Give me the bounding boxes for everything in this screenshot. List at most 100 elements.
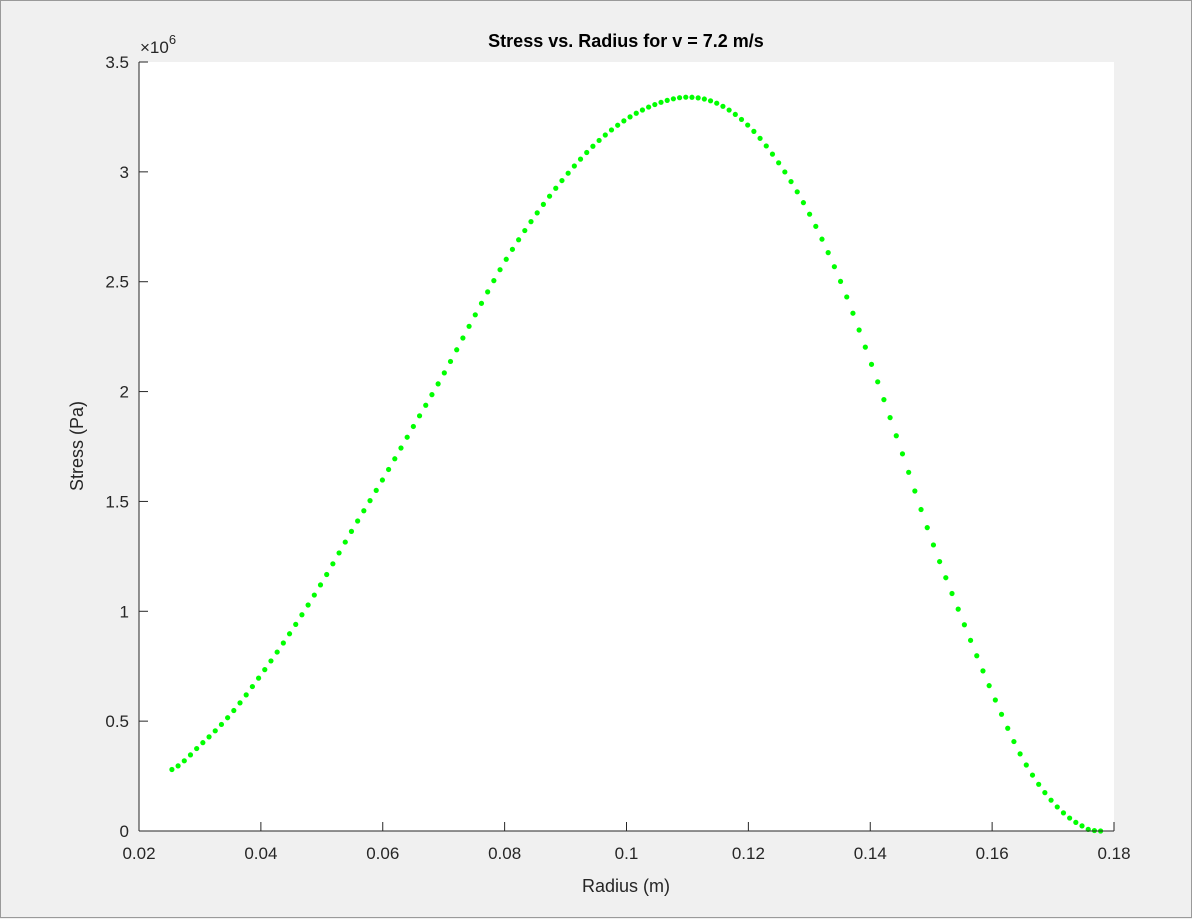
x-tick-label: 0.18 — [1097, 844, 1130, 863]
y-tick-label: 3 — [120, 163, 129, 182]
data-point — [280, 640, 286, 646]
data-point — [268, 658, 274, 664]
data-point — [831, 264, 837, 270]
data-point — [930, 542, 937, 548]
x-tick-label: 0.16 — [976, 844, 1009, 863]
data-point — [423, 402, 429, 408]
data-point — [881, 397, 887, 403]
data-point — [782, 169, 788, 175]
data-point — [243, 692, 249, 698]
data-point — [546, 193, 553, 199]
data-point — [528, 219, 534, 225]
data-point — [410, 423, 416, 430]
data-point — [906, 469, 912, 475]
data-point — [212, 728, 218, 734]
data-point — [776, 160, 782, 166]
data-point — [689, 94, 695, 100]
data-point — [844, 294, 850, 300]
x-tick-label: 0.12 — [732, 844, 765, 863]
data-point — [1042, 790, 1048, 796]
data-point — [912, 488, 918, 494]
data-point — [577, 156, 584, 162]
data-point — [416, 413, 423, 419]
data-point — [584, 149, 590, 156]
data-point — [181, 758, 187, 764]
data-point — [454, 347, 460, 353]
data-point — [194, 745, 200, 752]
data-point — [367, 498, 373, 504]
data-point — [336, 550, 342, 556]
data-point — [943, 575, 949, 581]
data-point — [837, 278, 844, 285]
data-point — [745, 122, 751, 128]
x-tick-label: 0.04 — [244, 844, 277, 863]
data-point — [986, 683, 992, 689]
data-point — [435, 381, 441, 387]
data-point — [553, 185, 559, 191]
data-point — [1054, 804, 1060, 810]
y-tick-label: 0 — [120, 822, 129, 841]
data-point — [751, 128, 757, 134]
data-point — [676, 95, 683, 101]
data-point — [714, 100, 720, 106]
data-point — [305, 602, 311, 608]
data-point — [311, 592, 317, 598]
data-point — [937, 558, 943, 565]
data-point — [918, 506, 924, 513]
data-point — [361, 508, 367, 514]
data-point — [460, 335, 466, 341]
data-point — [565, 170, 571, 176]
data-point — [491, 278, 497, 284]
data-point — [652, 101, 658, 108]
data-point — [639, 107, 646, 113]
plot-area — [139, 62, 1114, 831]
data-point — [225, 715, 231, 721]
data-point — [664, 97, 670, 103]
data-point — [899, 451, 906, 457]
axes — [138, 61, 1115, 832]
data-point — [497, 267, 503, 273]
data-point — [1023, 762, 1029, 768]
y-tick-label: 3.5 — [105, 53, 129, 72]
data-point — [949, 590, 955, 597]
y-tick-labels: 0 0.5 1 1.5 2 2.5 3 3.5 — [105, 53, 129, 841]
y-tick-label: 1.5 — [105, 492, 129, 511]
data-point — [998, 711, 1005, 717]
data-point — [732, 111, 738, 118]
data-point — [348, 528, 355, 534]
data-point — [788, 178, 794, 185]
data-points — [169, 94, 1104, 834]
data-point — [1011, 738, 1017, 745]
data-point — [534, 210, 540, 216]
data-point — [522, 227, 528, 234]
data-point — [608, 127, 615, 133]
data-point — [330, 561, 336, 567]
data-point — [317, 582, 324, 588]
data-point — [466, 323, 472, 329]
y-tick-label: 1 — [120, 602, 129, 621]
chart-title: Stress vs. Radius for v = 7.2 m/s — [488, 31, 764, 51]
data-point — [646, 104, 652, 110]
data-point — [286, 631, 293, 637]
data-point — [355, 518, 361, 524]
x-tick-label: 0.02 — [122, 844, 155, 863]
data-point — [373, 487, 379, 493]
data-point — [813, 223, 819, 229]
data-point — [695, 95, 701, 101]
data-point — [707, 98, 714, 104]
data-point — [819, 236, 825, 242]
data-point — [627, 114, 633, 120]
data-point — [602, 132, 608, 138]
data-point — [1060, 810, 1067, 816]
data-point — [262, 667, 268, 673]
data-point — [187, 752, 194, 758]
data-point — [169, 766, 175, 773]
data-point — [893, 433, 899, 439]
data-point — [175, 763, 181, 769]
y-tick-label: 2 — [120, 383, 129, 402]
data-point — [800, 200, 807, 206]
data-point — [237, 700, 243, 706]
data-point — [726, 107, 732, 113]
